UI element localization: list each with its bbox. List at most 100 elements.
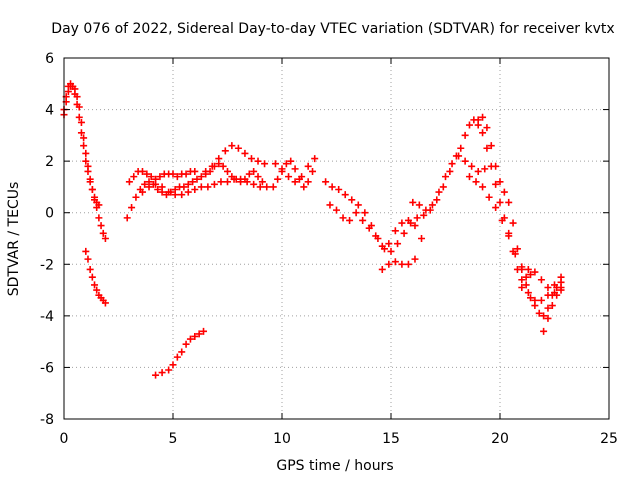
data-point — [278, 165, 286, 173]
data-point — [411, 255, 419, 263]
data-point — [191, 167, 199, 175]
series-arc-late-5 — [540, 283, 565, 335]
data-point — [346, 216, 354, 224]
data-point — [224, 167, 231, 175]
data-point — [481, 165, 489, 173]
data-point — [527, 271, 535, 279]
data-point — [457, 144, 465, 152]
data-point — [132, 193, 140, 201]
series-arc-low-2 — [152, 327, 208, 379]
data-point — [385, 260, 393, 268]
y-tick-label: -4 — [40, 309, 54, 325]
data-point — [522, 273, 530, 281]
series-arc-late-4 — [518, 273, 565, 304]
data-point — [311, 155, 319, 163]
data-point — [496, 198, 504, 206]
data-point — [269, 183, 277, 191]
data-point — [326, 201, 334, 209]
data-point — [540, 327, 548, 335]
data-point — [237, 175, 245, 183]
data-point — [97, 222, 105, 230]
data-point — [391, 258, 399, 266]
data-point — [173, 173, 181, 181]
data-point — [204, 183, 212, 191]
data-point — [531, 296, 539, 304]
data-point — [291, 178, 299, 186]
data-point — [372, 232, 380, 240]
data-point — [77, 129, 85, 137]
data-point — [492, 162, 500, 170]
data-point — [492, 180, 500, 188]
data-point — [557, 283, 565, 291]
data-point — [359, 216, 367, 224]
data-point — [197, 173, 205, 181]
data-point — [479, 113, 487, 121]
data-point — [125, 178, 133, 186]
data-point — [309, 167, 317, 175]
data-point — [287, 157, 295, 165]
data-point — [446, 167, 454, 175]
data-point — [483, 124, 491, 132]
data-point — [398, 219, 406, 227]
data-point — [413, 214, 421, 222]
data-point — [422, 206, 430, 214]
data-point — [138, 167, 146, 175]
data-point — [537, 296, 545, 304]
data-point — [500, 188, 508, 196]
data-point — [152, 180, 160, 188]
data-point — [448, 160, 456, 168]
data-point — [69, 82, 77, 90]
data-point — [479, 129, 487, 137]
y-tick-label: -8 — [40, 412, 54, 428]
data-point — [439, 183, 447, 191]
data-point — [492, 204, 500, 212]
data-point — [378, 265, 386, 273]
data-point — [487, 142, 495, 150]
data-point — [378, 242, 386, 250]
data-point — [428, 201, 436, 209]
data-point — [258, 178, 266, 186]
data-point — [455, 152, 463, 160]
data-point — [418, 235, 426, 242]
data-point — [156, 173, 164, 181]
y-tick-label: -2 — [40, 257, 54, 273]
data-point — [391, 227, 399, 235]
data-point — [123, 214, 131, 222]
data-point — [91, 281, 99, 289]
data-point — [182, 340, 190, 348]
data-point — [171, 191, 179, 199]
series-arc-late-3 — [465, 173, 565, 297]
data-point — [524, 289, 532, 297]
data-point — [352, 209, 360, 217]
data-point — [485, 193, 493, 201]
series-arc-late-2 — [474, 113, 565, 320]
data-point — [184, 180, 192, 188]
data-point — [73, 100, 81, 108]
data-point — [173, 353, 181, 361]
series-arc-low-1 — [82, 247, 109, 307]
data-point — [365, 224, 373, 232]
y-axis-label: SDTVAR / TECUs — [6, 182, 22, 297]
data-point — [544, 304, 552, 312]
data-point — [557, 273, 565, 281]
data-point — [234, 144, 242, 152]
data-point — [158, 369, 166, 377]
data-point — [86, 178, 94, 186]
data-point — [138, 188, 146, 196]
data-point — [404, 260, 412, 268]
data-point — [420, 211, 428, 219]
data-point — [101, 299, 109, 307]
data-point — [472, 178, 480, 186]
series-arc-mid-5 — [269, 157, 317, 191]
data-point — [130, 173, 138, 181]
data-point — [400, 229, 408, 237]
data-point — [483, 144, 491, 152]
data-point — [544, 291, 552, 299]
data-point — [128, 204, 136, 212]
data-point — [230, 175, 238, 183]
series-arc-dip-2 — [326, 201, 426, 250]
grid-lines — [64, 58, 609, 419]
data-point — [354, 201, 362, 209]
data-point — [77, 118, 85, 126]
